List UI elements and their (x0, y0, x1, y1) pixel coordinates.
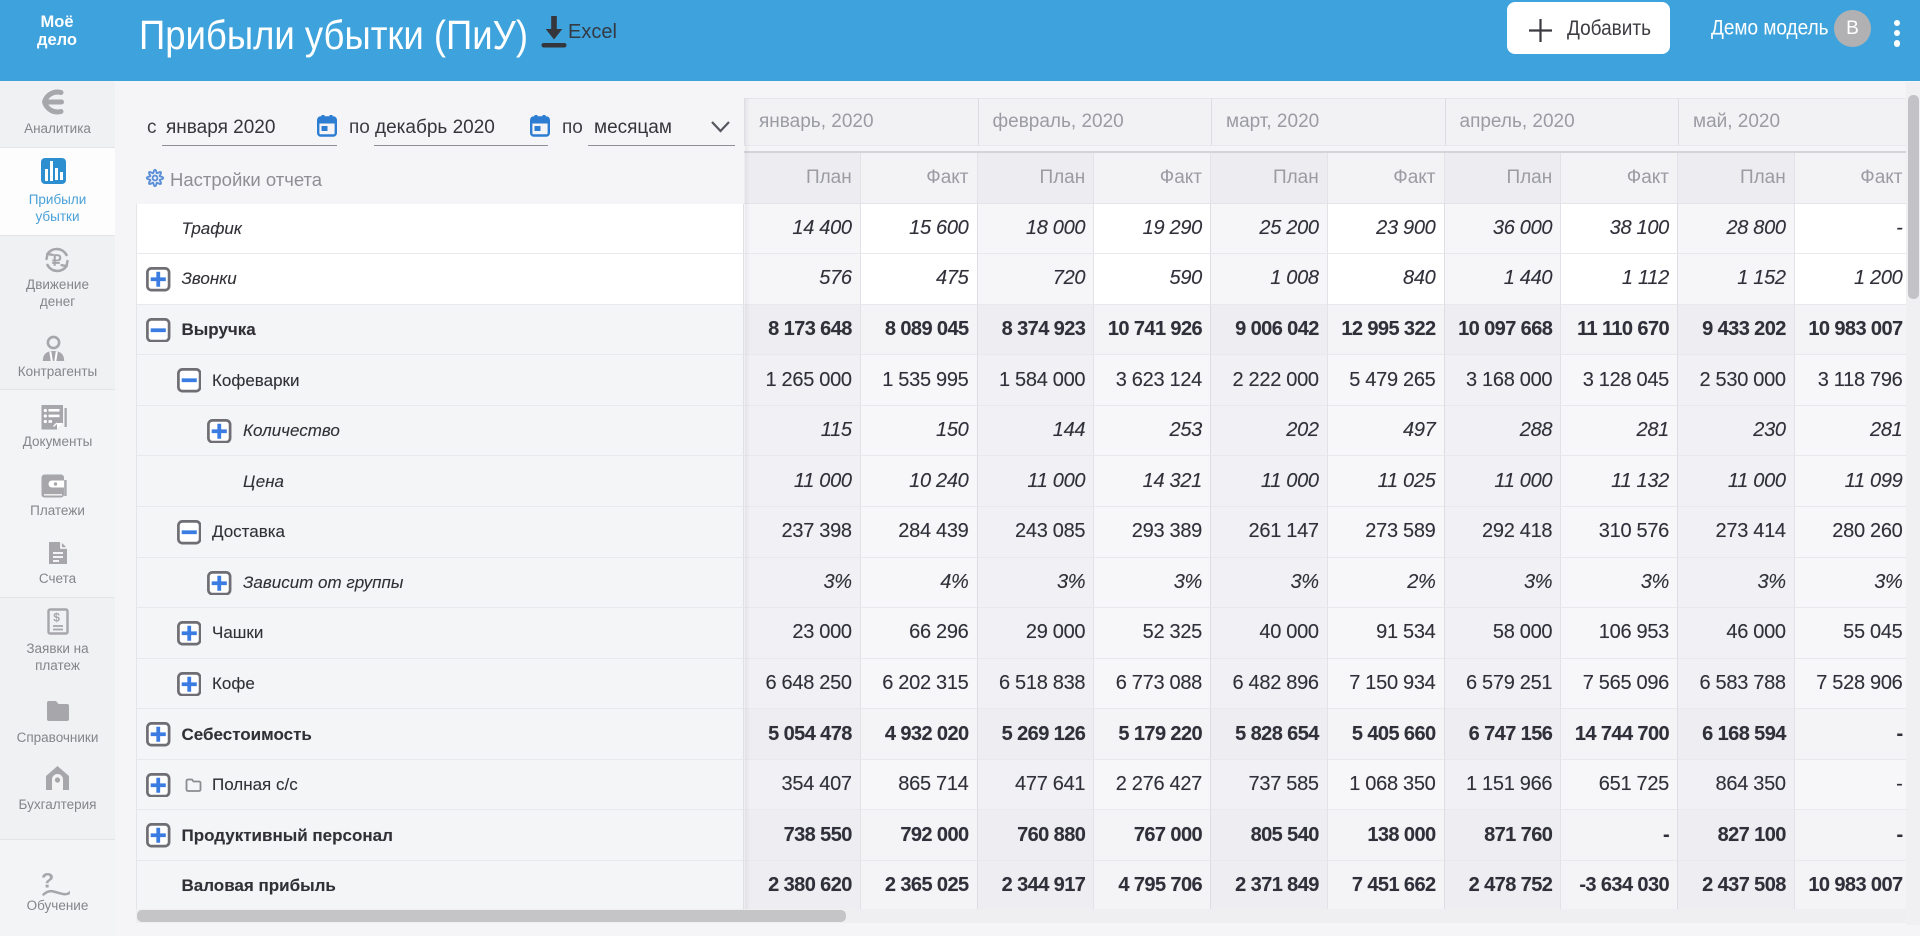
svg-text:₽: ₽ (52, 253, 62, 270)
svg-text:?: ? (41, 869, 54, 893)
svg-text:$: $ (53, 611, 60, 625)
